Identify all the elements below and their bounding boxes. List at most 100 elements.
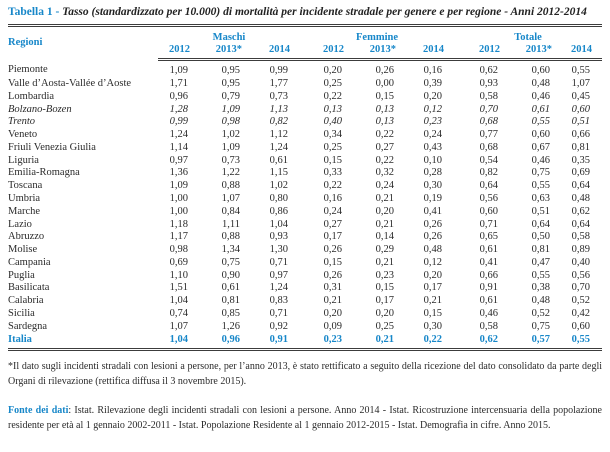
value-cell: 0,75 bbox=[221, 256, 240, 268]
value-cell: 0,20 bbox=[375, 205, 394, 217]
table-row: Puglia 1,10 0,90 0,97 0,26 0,23 0,20 0,66 0,55 0,… bbox=[8, 269, 602, 282]
value-cell: 0,34 bbox=[323, 129, 342, 141]
value-cell: 0,13 bbox=[323, 103, 342, 115]
value-cell: 1,36 bbox=[169, 167, 188, 179]
group-header-row: Regioni Maschi Femmine Totale bbox=[8, 30, 602, 48]
value-cell: 0,64 bbox=[571, 218, 591, 230]
value-cell: 0,20 bbox=[323, 308, 342, 320]
value-cell: 0,30 bbox=[423, 320, 442, 332]
region-name: Trento bbox=[8, 116, 36, 128]
value-cell: 0,71 bbox=[479, 218, 498, 230]
footnotes: *Il dato sugli incidenti stradali con le… bbox=[8, 360, 602, 433]
value-cell: 1,00 bbox=[169, 192, 188, 204]
value-cell: 0,60 bbox=[531, 129, 550, 141]
region-name: Puglia bbox=[8, 269, 35, 281]
value-cell: 1,02 bbox=[269, 180, 288, 192]
value-cell: 0,16 bbox=[323, 192, 342, 204]
value-cell: 1,09 bbox=[221, 141, 240, 153]
value-cell: 0,99 bbox=[269, 65, 288, 77]
table-row: Trento 0,99 0,98 0,82 0,40 0,13 0,23 0,68 0,55 0,… bbox=[8, 116, 602, 129]
value-cell: 0,77 bbox=[479, 129, 498, 141]
value-cell: 0,92 bbox=[269, 320, 288, 332]
value-cell: 1,04 bbox=[269, 218, 288, 230]
value-cell: 0,68 bbox=[479, 141, 498, 153]
value-cell: 0,12 bbox=[423, 103, 442, 115]
value-cell: 0,81 bbox=[531, 244, 550, 256]
source-label: Fonte dei dati bbox=[8, 405, 69, 417]
table-row: Calabria 1,04 0,81 0,83 0,21 0,17 0,21 0,61 0,48… bbox=[8, 295, 602, 308]
value-cell: 0,26 bbox=[423, 231, 442, 243]
value-cell: 0,45 bbox=[571, 90, 591, 102]
mortality-rate-table: Regioni Maschi Femmine Totale 2012 2013*… bbox=[8, 30, 603, 352]
source-footnote: Fonte dei dati: Istat. Rilevazione degli… bbox=[8, 404, 602, 433]
value-cell: 1,24 bbox=[269, 141, 288, 153]
value-cell: 0,52 bbox=[531, 308, 550, 320]
value-cell: 0,73 bbox=[269, 90, 288, 102]
value-cell: 0,58 bbox=[479, 320, 498, 332]
value-cell: 0,51 bbox=[531, 205, 550, 217]
region-name: Friuli Venezia Giulia bbox=[8, 141, 96, 153]
value-cell: 0,23 bbox=[375, 269, 394, 281]
value-cell: 1,09 bbox=[169, 65, 188, 77]
value-cell: 0,83 bbox=[269, 295, 288, 307]
value-cell: 0,61 bbox=[221, 282, 240, 294]
table-title-text: Tasso (standardizzato per 10.000) di mor… bbox=[62, 6, 587, 18]
value-cell: 0,61 bbox=[479, 244, 498, 256]
value-cell: 1,24 bbox=[269, 282, 288, 294]
table-row: Lazio 1,18 1,11 1,04 0,27 0,21 0,26 0,71 0,64 0,6… bbox=[8, 218, 602, 231]
table-header: Regioni Maschi Femmine Totale 2012 2013*… bbox=[8, 30, 603, 62]
region-name: Emilia-Romagna bbox=[8, 167, 80, 179]
value-cell: 0,56 bbox=[479, 192, 498, 204]
value-cell: 0,96 bbox=[200, 332, 252, 352]
value-cell: 0,16 bbox=[423, 65, 442, 77]
value-cell: 0,64 bbox=[479, 180, 498, 192]
value-cell: 0,68 bbox=[479, 116, 498, 128]
value-cell: 0,74 bbox=[169, 308, 188, 320]
table-row: Molise 0,98 1,34 1,30 0,26 0,29 0,48 0,61 0,81 0,… bbox=[8, 244, 602, 257]
table-title: Tabella 1 - Tasso (standardizzato per 10… bbox=[8, 5, 602, 20]
value-cell: 0,33 bbox=[323, 167, 342, 179]
value-cell: 0,17 bbox=[323, 231, 342, 243]
value-cell: 0,40 bbox=[323, 116, 342, 128]
value-cell: 0,91 bbox=[479, 282, 498, 294]
table-number-label: Tabella 1 - bbox=[8, 6, 60, 18]
value-cell: 0,98 bbox=[221, 116, 240, 128]
value-cell: 0,71 bbox=[269, 256, 288, 268]
table-row: Umbria 1,00 1,07 0,80 0,16 0,21 0,19 0,56 0,63 0,… bbox=[8, 192, 602, 205]
region-name: Marche bbox=[8, 205, 41, 217]
value-cell: 0,73 bbox=[221, 154, 240, 166]
value-cell: 1,30 bbox=[269, 244, 288, 256]
value-cell: 0,58 bbox=[571, 231, 591, 243]
value-cell: 0,55 bbox=[531, 269, 550, 281]
value-cell: 0,55 bbox=[562, 332, 603, 352]
value-cell: 0,21 bbox=[323, 295, 342, 307]
value-cell: 0,52 bbox=[571, 295, 591, 307]
table-row: Sicilia 0,74 0,85 0,71 0,20 0,20 0,15 0,46 0,52 0… bbox=[8, 307, 602, 320]
value-cell: 0,61 bbox=[269, 154, 288, 166]
value-cell: 0,60 bbox=[531, 65, 550, 77]
value-cell: 0,10 bbox=[423, 154, 442, 166]
value-cell: 1,09 bbox=[221, 103, 240, 115]
value-cell: 0,14 bbox=[375, 231, 394, 243]
value-cell: 0,26 bbox=[323, 244, 342, 256]
value-cell: 0,24 bbox=[375, 180, 394, 192]
value-cell: 0,21 bbox=[423, 295, 442, 307]
value-cell: 0,21 bbox=[375, 218, 394, 230]
asterisk-footnote: *Il dato sugli incidenti stradali con le… bbox=[8, 361, 602, 387]
value-cell: 1,00 bbox=[169, 205, 188, 217]
value-cell: 1,51 bbox=[169, 282, 188, 294]
value-cell: 0,12 bbox=[423, 256, 442, 268]
value-cell: 0,62 bbox=[571, 205, 591, 217]
value-cell: 0,32 bbox=[375, 167, 394, 179]
value-cell: 0,30 bbox=[423, 180, 442, 192]
value-cell: 1,71 bbox=[169, 77, 188, 89]
region-name: Calabria bbox=[8, 295, 44, 307]
value-cell: 0,00 bbox=[375, 77, 394, 89]
value-cell: 0,63 bbox=[531, 192, 550, 204]
value-cell: 0,66 bbox=[571, 129, 591, 141]
value-cell: 0,91 bbox=[252, 332, 300, 352]
value-cell: 0,26 bbox=[375, 65, 394, 77]
value-cell: 0,26 bbox=[323, 269, 342, 281]
value-cell: 0,58 bbox=[479, 90, 498, 102]
value-cell: 1,13 bbox=[269, 103, 288, 115]
